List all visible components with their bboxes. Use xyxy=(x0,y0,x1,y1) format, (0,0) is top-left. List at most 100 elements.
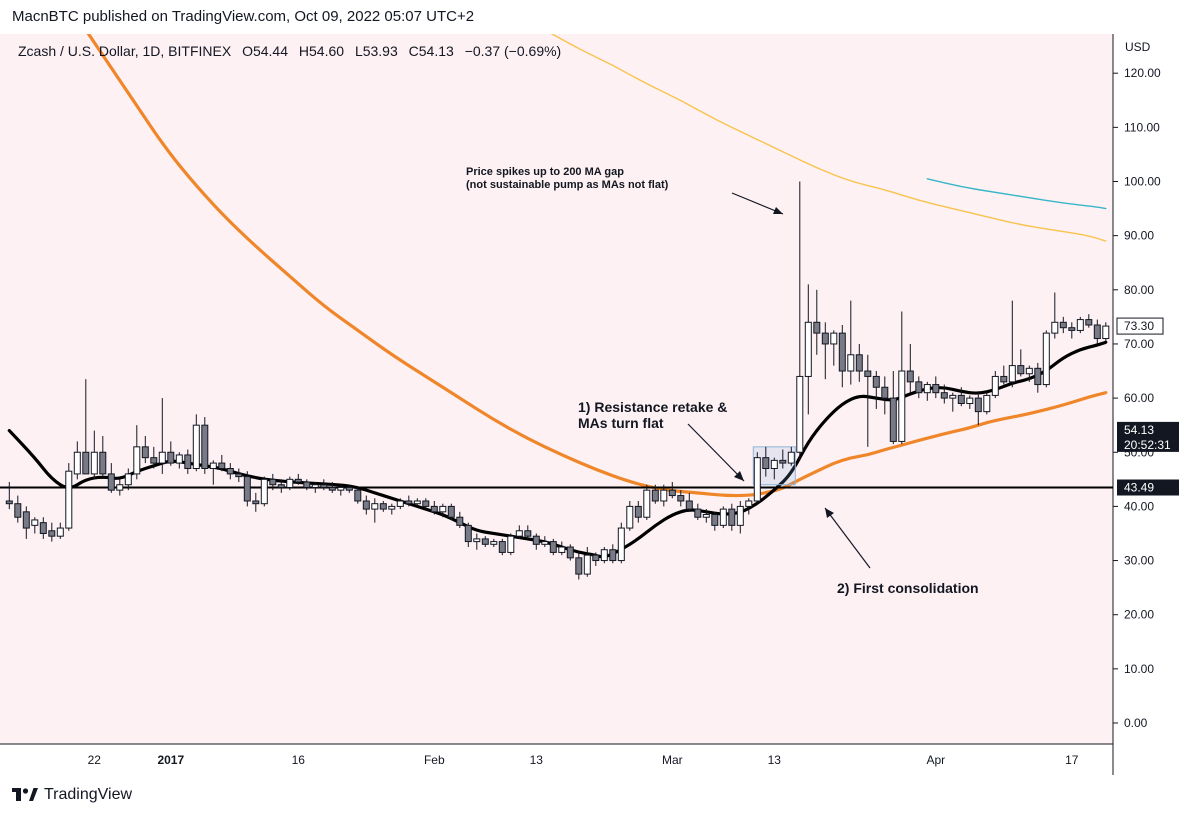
candle[interactable] xyxy=(328,482,336,493)
candle[interactable] xyxy=(82,379,90,475)
candle[interactable] xyxy=(515,525,523,539)
candle[interactable] xyxy=(974,392,982,426)
candle[interactable] xyxy=(906,343,914,393)
candle[interactable] xyxy=(388,503,396,515)
candle[interactable] xyxy=(872,371,880,409)
candle[interactable] xyxy=(813,289,821,355)
candle[interactable] xyxy=(507,533,515,556)
candle[interactable] xyxy=(473,533,481,550)
candle[interactable] xyxy=(345,484,353,493)
price-axis[interactable]: 0.0010.0020.0030.0040.0050.0060.0070.008… xyxy=(1113,66,1161,730)
candle[interactable] xyxy=(405,495,413,507)
candle[interactable] xyxy=(269,473,277,491)
candle[interactable] xyxy=(1000,365,1008,385)
candle[interactable] xyxy=(439,503,447,518)
candle[interactable] xyxy=(549,538,557,556)
candle[interactable] xyxy=(260,476,268,507)
candle[interactable] xyxy=(1059,316,1067,334)
candle[interactable] xyxy=(286,476,294,491)
candle[interactable] xyxy=(362,495,370,515)
candle[interactable] xyxy=(524,525,532,539)
candle[interactable] xyxy=(218,454,226,472)
candle[interactable] xyxy=(753,452,761,504)
chart-area[interactable]: Price spikes up to 200 MA gap (not susta… xyxy=(0,34,1200,775)
candle[interactable] xyxy=(99,436,107,477)
candle[interactable] xyxy=(566,544,574,561)
candle[interactable] xyxy=(1102,322,1110,342)
candle[interactable] xyxy=(1034,362,1042,393)
candle[interactable] xyxy=(685,492,693,512)
candle[interactable] xyxy=(413,498,421,507)
candle[interactable] xyxy=(898,311,906,445)
candle[interactable] xyxy=(379,500,387,512)
candle[interactable] xyxy=(915,376,923,399)
candle[interactable] xyxy=(498,538,506,556)
candle[interactable] xyxy=(48,522,56,542)
candle[interactable] xyxy=(150,446,158,469)
candle[interactable] xyxy=(711,511,719,531)
candle[interactable] xyxy=(541,536,549,548)
candle[interactable] xyxy=(830,330,838,366)
candle[interactable] xyxy=(320,479,328,491)
candle[interactable] xyxy=(175,452,183,469)
candle[interactable] xyxy=(779,449,787,469)
candle[interactable] xyxy=(966,395,974,409)
candle[interactable] xyxy=(1008,300,1016,388)
candle[interactable] xyxy=(864,354,872,447)
candle[interactable] xyxy=(133,425,141,480)
candle[interactable] xyxy=(481,536,489,548)
candle[interactable] xyxy=(116,479,124,496)
ma-mid-line[interactable] xyxy=(86,34,1108,498)
candle[interactable] xyxy=(456,511,464,529)
candle[interactable] xyxy=(532,533,540,550)
candle[interactable] xyxy=(957,387,965,407)
candle[interactable] xyxy=(201,417,209,474)
candle[interactable] xyxy=(796,181,804,461)
candle[interactable] xyxy=(141,436,149,464)
candle[interactable] xyxy=(447,503,455,520)
candle[interactable] xyxy=(1025,365,1033,382)
candle[interactable] xyxy=(158,398,166,474)
candle[interactable] xyxy=(660,484,668,507)
candle[interactable] xyxy=(73,441,81,480)
candle[interactable] xyxy=(889,371,897,445)
candle[interactable] xyxy=(617,522,625,564)
time-axis[interactable]: 22 2017 16 Feb 13 Mar 13 Apr 17 xyxy=(88,753,1079,767)
candle[interactable] xyxy=(1085,314,1093,328)
candle[interactable] xyxy=(558,541,566,556)
candle[interactable] xyxy=(5,482,13,510)
candle[interactable] xyxy=(736,500,744,534)
candle[interactable] xyxy=(600,547,608,564)
candle[interactable] xyxy=(226,463,234,480)
candle[interactable] xyxy=(65,463,73,531)
candle[interactable] xyxy=(277,479,285,493)
candle[interactable] xyxy=(209,460,217,485)
candle[interactable] xyxy=(371,498,379,523)
candle[interactable] xyxy=(626,500,634,531)
candle[interactable] xyxy=(235,468,243,483)
candle[interactable] xyxy=(22,506,30,539)
candle[interactable] xyxy=(167,441,175,466)
candle[interactable] xyxy=(855,343,863,382)
candle[interactable] xyxy=(940,384,948,404)
candle[interactable] xyxy=(881,376,889,415)
candle[interactable] xyxy=(702,509,710,523)
candle[interactable] xyxy=(490,538,498,548)
candle[interactable] xyxy=(694,503,702,520)
candle[interactable] xyxy=(337,484,345,496)
candle[interactable] xyxy=(39,517,47,539)
candle[interactable] xyxy=(1076,316,1084,334)
candle[interactable] xyxy=(923,381,931,401)
candle[interactable] xyxy=(422,498,430,510)
candle[interactable] xyxy=(949,392,957,412)
candle[interactable] xyxy=(804,284,812,415)
candle[interactable] xyxy=(1042,330,1050,388)
candle[interactable] xyxy=(983,392,991,415)
candle[interactable] xyxy=(14,495,22,523)
candle[interactable] xyxy=(464,522,472,548)
candle[interactable] xyxy=(1068,322,1076,339)
candle[interactable] xyxy=(192,414,200,472)
candle[interactable] xyxy=(1051,292,1059,339)
candle[interactable] xyxy=(847,300,855,385)
candle[interactable] xyxy=(430,500,438,515)
